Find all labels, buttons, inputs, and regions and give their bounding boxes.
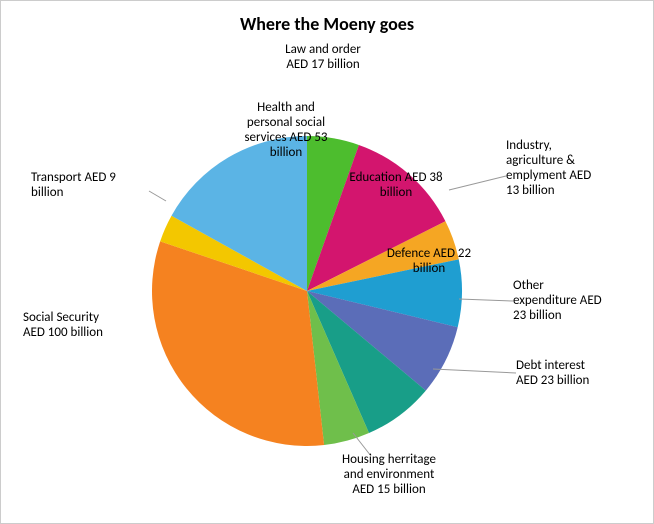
- slice-label: Defence AED 22 billion: [369, 247, 489, 277]
- pie-chart-container: Where the Moeny goes Law and order AED 1…: [0, 0, 654, 524]
- slice-label: Law and order AED 17 billion: [263, 43, 383, 73]
- slice-label: Industry, agriculture & emplyment AED 13…: [506, 139, 636, 199]
- slice-label: Social Security AED 100 billion: [23, 311, 153, 341]
- pie-chart: [1, 1, 654, 524]
- slice-label: Other expenditure AED 23 billion: [513, 279, 643, 324]
- leader-line: [459, 299, 513, 301]
- leader-line: [433, 369, 516, 373]
- leader-line: [149, 191, 166, 201]
- slice-label: Transport AED 9 billion: [31, 171, 151, 201]
- slice-label: Health and personal social services AED …: [216, 101, 356, 161]
- slice-label: Debt interest AED 23 billion: [516, 359, 636, 389]
- slice-label: Education AED 38 billion: [331, 171, 461, 201]
- slice-label: Housing herritage and environment AED 15…: [309, 453, 469, 498]
